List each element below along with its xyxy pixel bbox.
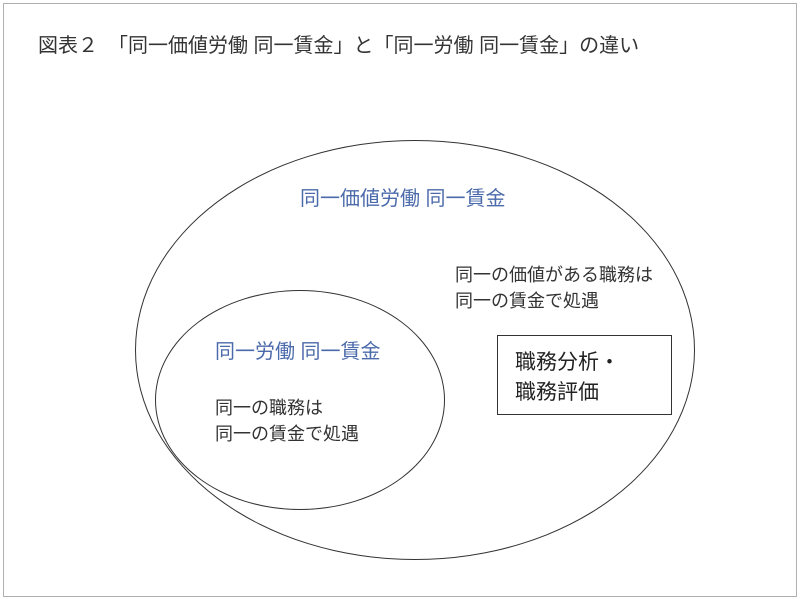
job-analysis-label: 職務分析・ 職務評価 [515, 348, 620, 409]
inner-set-description: 同一の職務は 同一の賃金で処遇 [215, 395, 359, 447]
outer-set-description: 同一の価値がある職務は 同一の賃金で処遇 [455, 262, 653, 314]
figure-title: 図表２ 「同一価値労働 同一賃金」と「同一労働 同一賃金」の違い [38, 32, 639, 61]
inner-set-title: 同一労働 同一賃金 [215, 338, 381, 367]
outer-set-title: 同一価値労働 同一賃金 [300, 185, 506, 214]
